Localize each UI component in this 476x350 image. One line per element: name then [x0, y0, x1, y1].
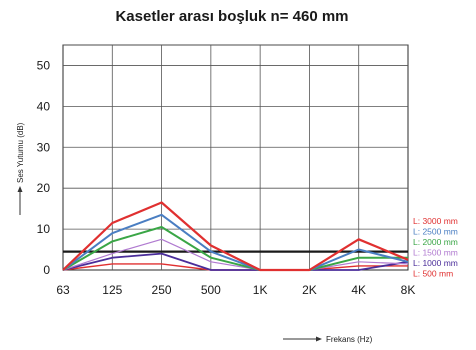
y-tick-label: 30 [37, 140, 51, 154]
x-axis-arrow-head [316, 336, 322, 342]
y-tick-labels: 0 10 20 30 40 50 [37, 58, 51, 277]
x-tick-label: 125 [102, 283, 122, 297]
y-tick-label: 20 [37, 181, 51, 195]
x-tick-label: 500 [201, 283, 221, 297]
y-axis-label: Ses Yutumu (dB) [16, 122, 25, 183]
y-tick-label: 0 [43, 263, 50, 277]
x-tick-label: 1K [253, 283, 268, 297]
legend-entry: L: 1500 mm [413, 248, 458, 258]
series-line-l-1500-mm [62, 238, 409, 271]
series-line-l-2500-mm [62, 213, 409, 271]
x-tick-label: 8K [401, 283, 416, 297]
legend: L: 3000 mmL: 2500 mmL: 2000 mmL: 1500 mm… [413, 216, 458, 279]
legend-entry: L: 3000 mm [413, 216, 458, 226]
y-tick-label: 50 [37, 58, 51, 72]
x-axis-label: Frekans (Hz) [326, 335, 373, 344]
series-line-l-3000-mm [62, 201, 409, 272]
x-tick-label: 63 [56, 283, 70, 297]
x-axis-label-group: Frekans (Hz) [283, 335, 373, 344]
chart-title: Kasetler arası boşluk n= 460 mm [115, 8, 348, 25]
legend-entry: L: 1000 mm [413, 258, 458, 268]
series-line-l-2000-mm [62, 226, 408, 271]
x-tick-label: 4K [351, 283, 366, 297]
y-tick-label: 40 [37, 99, 51, 113]
y-axis-label-group: Ses Yutumu (dB) [16, 122, 25, 215]
plot-frame [62, 44, 409, 271]
series-line-l-1000-mm [62, 252, 409, 271]
plot-grid [62, 44, 409, 271]
legend-entry: L: 2500 mm [413, 227, 458, 237]
y-axis-arrow-head [17, 186, 23, 192]
series-group [62, 201, 409, 272]
x-tick-label: 250 [152, 283, 172, 297]
legend-entry: L: 500 mm [413, 269, 453, 279]
legend-entry: L: 2000 mm [413, 237, 458, 247]
x-tick-label: 2K [302, 283, 317, 297]
x-tick-labels: 63 125 250 500 1K 2K 4K 8K [56, 283, 415, 297]
y-tick-label: 10 [37, 222, 51, 236]
